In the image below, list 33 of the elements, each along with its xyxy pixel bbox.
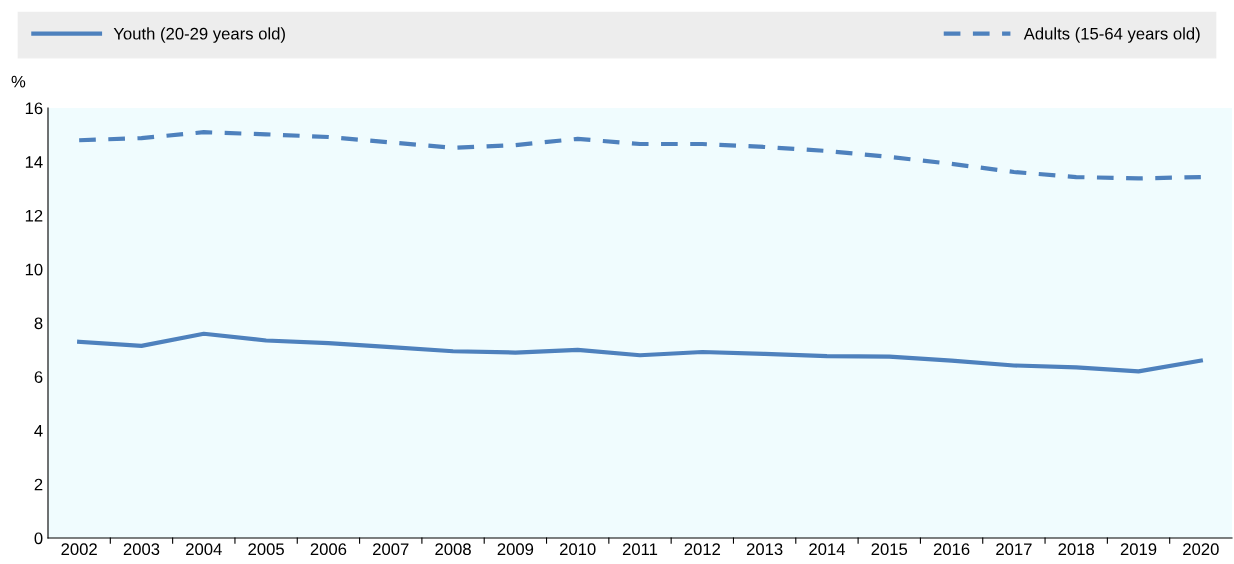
x-tick-label: 2004 (186, 543, 222, 556)
y-tick-label: 6 (34, 371, 43, 383)
x-tick-label: 2006 (310, 543, 347, 556)
y-tick-label: 4 (34, 425, 43, 437)
y-tick-label: 0 (34, 532, 43, 545)
legend-label: Youth (20-29 years old) (113, 27, 285, 43)
x-tick-label: 2020 (1183, 543, 1219, 556)
y-tick-label: 8 (34, 317, 43, 330)
x-tick-label: 2018 (1058, 543, 1095, 556)
y-tick-label: 12 (25, 209, 43, 222)
y-tick-label: 14 (25, 156, 43, 168)
y-axis-title: % (11, 75, 26, 88)
x-tick-label: 2017 (996, 543, 1032, 556)
x-tick-label: 2003 (123, 543, 160, 556)
x-tick-label: 2010 (559, 543, 596, 556)
x-tick-label: 2019 (1120, 543, 1157, 556)
x-tick-label: 2014 (809, 543, 845, 556)
x-tick-label: 2016 (933, 543, 970, 556)
x-tick-label: 2015 (871, 543, 908, 556)
line-series (77, 331, 1203, 374)
x-tick-label: 2008 (435, 543, 471, 556)
legend-label: Adults (15-64 years old) (1023, 27, 1200, 43)
x-tick-label: 2009 (497, 543, 534, 556)
x-tick-label: 2002 (61, 543, 97, 556)
x-tick-label: 2005 (248, 543, 284, 556)
x-tick-label: 2012 (684, 543, 721, 556)
y-tick-label: 2 (34, 478, 43, 491)
y-tick-label: 10 (25, 263, 43, 276)
line-series (77, 130, 1203, 181)
x-tick-label: 2011 (622, 543, 658, 556)
x-tick-label: 2013 (746, 543, 783, 556)
y-tick-label: 16 (25, 102, 43, 115)
x-tick-label: 2007 (373, 543, 409, 556)
